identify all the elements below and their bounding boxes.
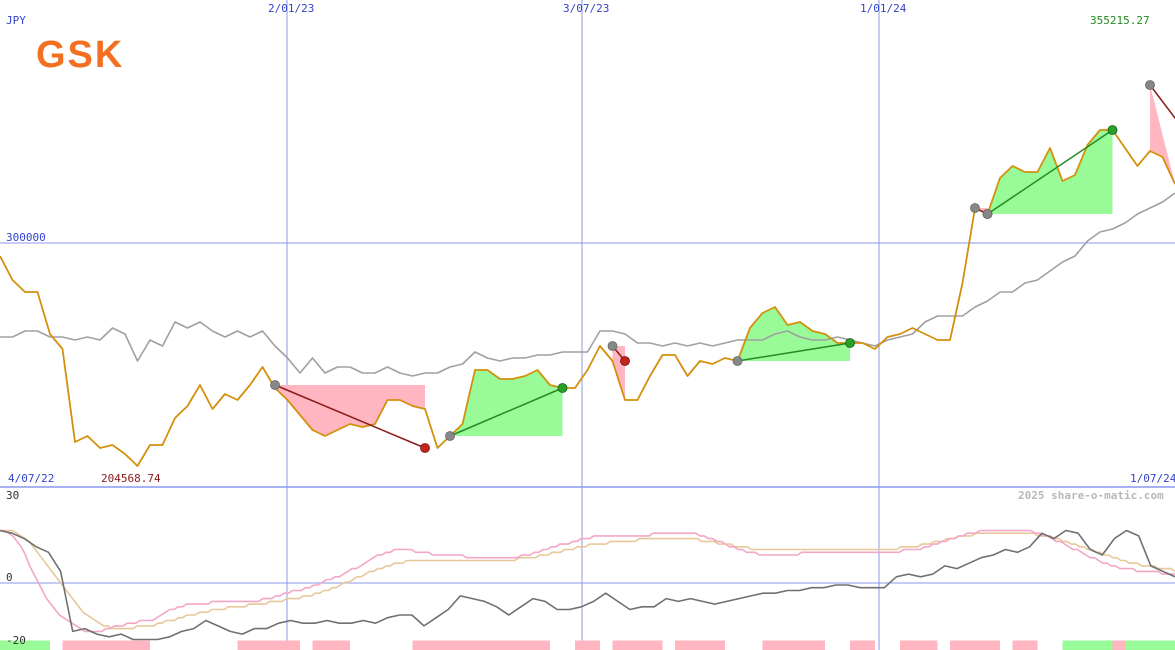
lower-bar-5	[575, 640, 600, 650]
trade-fill-1	[450, 370, 563, 436]
trade-fills	[275, 85, 1175, 436]
trade-exit-marker-3	[845, 338, 855, 348]
trade-entry-marker-3	[732, 356, 743, 366]
lower-tick-0: 0	[6, 571, 13, 584]
trade-entry-marker-1	[445, 431, 455, 441]
lower-bar-7	[675, 640, 725, 650]
trade-line-1	[449, 387, 563, 437]
date-label-3: 1/01/24	[860, 2, 907, 15]
lower-tick-neg20: -20	[6, 634, 26, 647]
date-label-1: 2/01/23	[268, 2, 314, 15]
price-line	[0, 129, 1175, 467]
lower-tick-30: 30	[6, 489, 19, 502]
trade-entry-marker-2	[607, 341, 618, 351]
start-date-label: 4/07/22	[8, 472, 54, 485]
lower-bar-0	[0, 640, 50, 650]
lower-bar-10	[900, 640, 938, 650]
trade-fill-0	[275, 385, 425, 436]
watermark: 2025 share-o-matic.com	[1018, 489, 1164, 502]
company-logo: GSK	[36, 34, 124, 76]
trade-entry-marker-6	[1145, 80, 1155, 90]
trade-entry-marker-0	[270, 380, 280, 390]
lower-bar-13	[1062, 640, 1113, 650]
lower-bar-15	[1125, 640, 1175, 650]
trade-line-3	[737, 342, 851, 362]
lower-bar-6	[612, 640, 663, 650]
series-lines	[0, 129, 1175, 467]
trade-exit-marker-0	[420, 443, 430, 453]
momentum-line	[0, 529, 1175, 641]
trade-exit-marker-1	[557, 383, 568, 393]
lower-bar-11	[950, 640, 1000, 650]
lower-series-lines	[0, 529, 1175, 641]
signal-fast-line	[0, 529, 1175, 633]
lower-bar-4	[412, 640, 550, 650]
gridline-value-label: 300000	[6, 231, 46, 244]
max-value-label: 355215.27	[1090, 14, 1150, 27]
trade-entry-marker-5	[982, 209, 993, 219]
lower-bar-1	[62, 640, 150, 650]
lower-bars	[0, 640, 1175, 650]
end-date-label: 1/07/24	[1130, 472, 1175, 485]
signal-slow-line	[0, 529, 1175, 630]
trade-markers	[270, 80, 1155, 453]
trade-entry-marker-4	[970, 203, 980, 213]
min-value-label: 204568.74	[101, 472, 161, 485]
lower-bar-8	[762, 640, 825, 650]
trade-line-5	[987, 129, 1113, 215]
trade-line-0	[274, 384, 426, 449]
index-line	[0, 192, 1175, 377]
trade-exit-marker-2	[620, 356, 630, 366]
trade-fill-6	[1150, 85, 1175, 184]
trade-exit-marker-5	[1107, 125, 1118, 135]
lower-bar-3	[312, 640, 350, 650]
lower-bar-2	[237, 640, 300, 650]
trade-line-6	[1149, 84, 1175, 120]
lower-bar-12	[1012, 640, 1038, 650]
lower-bar-9	[850, 640, 875, 650]
currency-label: JPY	[6, 14, 26, 27]
date-label-2: 3/07/23	[563, 2, 609, 15]
